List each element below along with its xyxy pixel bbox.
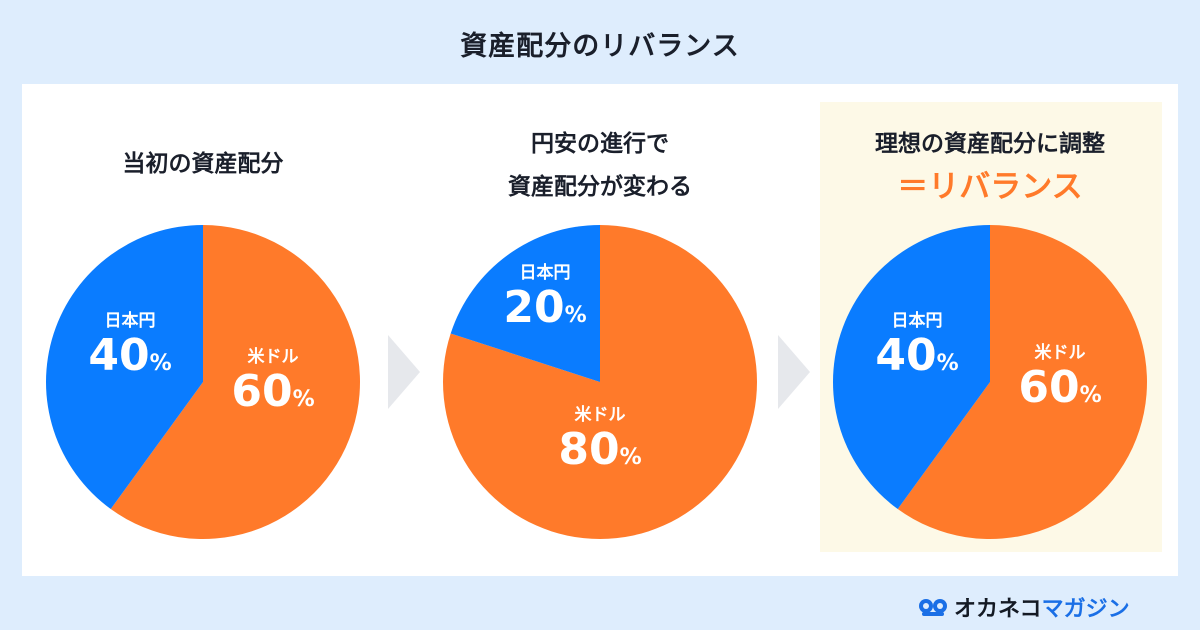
panel-2-heading-line-2: 資産配分が変わる [508,174,692,200]
logo-text-okaneko: オカネコ [954,597,1042,622]
slice-percent: 60 [1018,362,1080,413]
slice-percent: 60 [231,366,293,417]
percent-unit: % [292,387,315,412]
pie-slice-usd [110,225,360,540]
data-label-usd: 米ドル 60% [193,342,353,425]
slice-name: 米ドル [1034,343,1086,363]
data-label-jpy: 日本円 40% [837,306,997,389]
data-label-jpy: 日本円 40% [50,306,210,389]
arrow-right-icon [388,335,420,409]
slice-value: 20% [465,283,625,341]
panel-2-heading: 円安の進行で 資産配分が変わる [420,123,780,209]
percent-unit: % [564,303,587,328]
data-label-usd: 米ドル 80% [520,400,680,483]
slice-value: 40% [837,331,997,389]
panel-2-heading-line-1: 円安の進行で [531,131,669,157]
logo-text-magazine: マガジン [1041,597,1130,622]
arrow-right-icon [778,335,810,409]
main-title: 資産配分のリバランス [460,31,740,62]
slice-value: 40% [50,331,210,389]
slice-name: 日本円 [519,263,571,283]
panel-3-heading-line-1: 理想の資産配分に調整 [875,131,1105,157]
panel-1-heading: 当初の資産配分 [122,151,284,177]
percent-unit: % [149,351,172,376]
panel-3-heading: 理想の資産配分に調整 ＝リバランス [810,123,1170,209]
slice-value: 80% [520,425,680,483]
pie-slice-usd [897,225,1147,539]
slice-percent: 40 [88,330,150,381]
pie-slice-jpy [450,225,600,382]
slice-value: 60% [980,363,1140,421]
slice-percent: 40 [875,330,937,381]
data-label-jpy: 日本円 20% [465,258,625,341]
percent-unit: % [619,445,642,470]
percent-unit: % [936,351,959,376]
slice-name: 米ドル [247,347,299,367]
percent-unit: % [1079,383,1102,408]
pie-slice-usd [443,225,758,539]
cat-logo-icon [919,599,947,616]
panel-3-heading-accent: ＝リバランス [897,169,1083,205]
slice-percent: 20 [503,282,565,333]
slice-name: 米ドル [574,405,626,425]
slice-value: 60% [193,367,353,425]
pie-slice-jpy [46,225,204,510]
data-label-usd: 米ドル 60% [980,338,1140,421]
slice-name: 日本円 [891,311,943,331]
logo: オカネコ マガジン [918,591,1130,623]
slice-percent: 80 [558,424,620,475]
slice-name: 日本円 [104,311,156,331]
pie-slice-jpy [833,225,990,510]
